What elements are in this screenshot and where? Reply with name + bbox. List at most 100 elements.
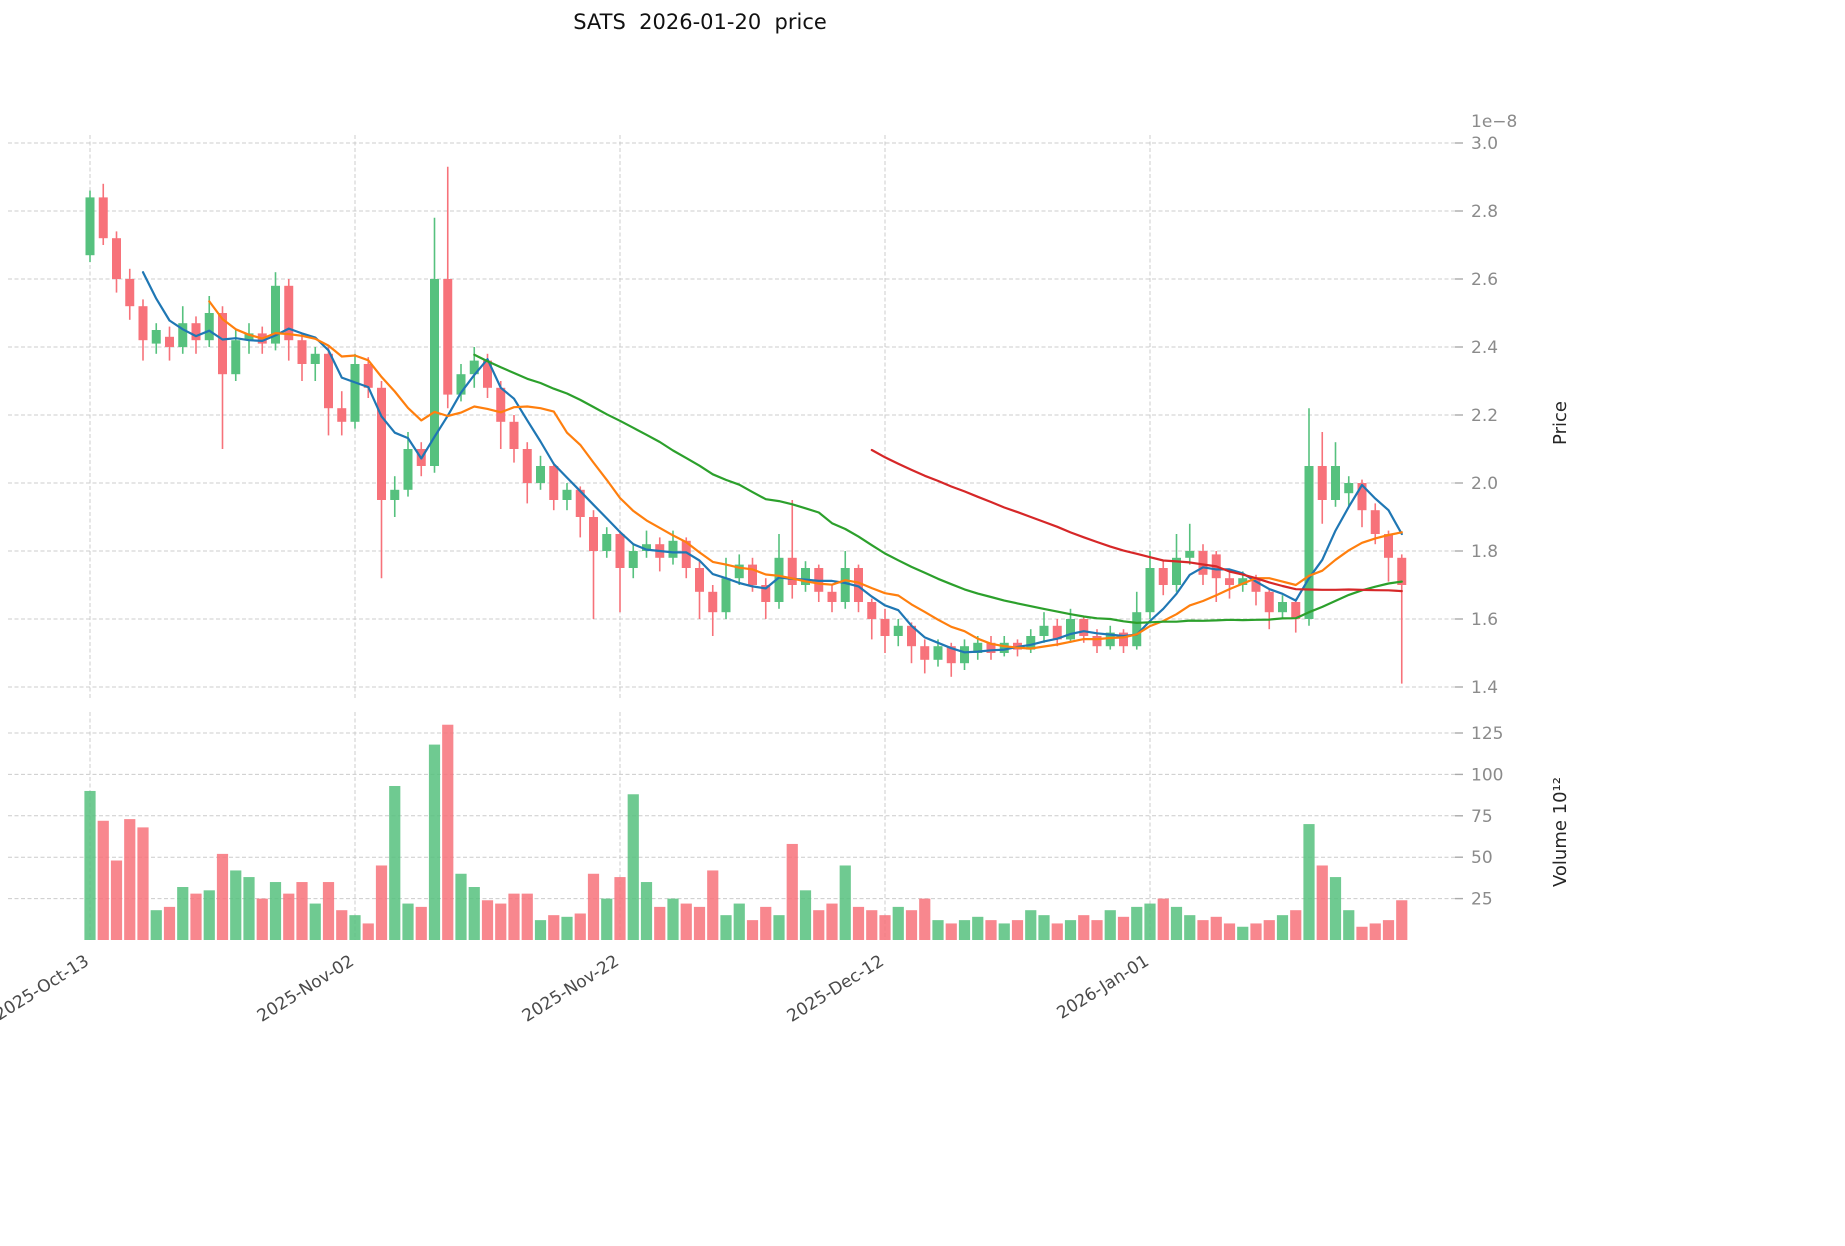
volume-bar [866,910,878,940]
volume-tick-label: 25 [1471,890,1493,910]
candle-body [310,353,320,364]
volume-bar [1356,926,1368,940]
candle-body [1397,557,1407,585]
candle-body [867,602,877,619]
volume-bar [110,860,123,940]
candle-body [960,646,969,664]
volume-bar [998,923,1010,940]
volume-bar [442,724,454,940]
candle-body [1026,636,1036,650]
candle-body [920,646,930,660]
volume-bar [216,853,229,940]
volume-bar [561,916,573,940]
candle-body [589,517,598,551]
volume-bar [945,923,957,940]
volume-bar [826,903,838,940]
volume-bar [1237,926,1249,940]
volume-bar [707,870,719,940]
candle-body [628,551,638,568]
volume-bar [985,920,997,940]
candle-body [761,585,771,602]
candle-body [469,360,479,375]
price-tick-label: 2.4 [1471,338,1498,358]
price-tick-label: 3.0 [1471,134,1498,154]
candle-body [178,323,188,347]
volume-axis-label: Volume 10¹² [1550,777,1571,887]
candle-body [1066,619,1075,640]
volume-bar [654,906,666,940]
x-tick-label: 2025-Oct-13 [0,951,93,1025]
volume-bar [1170,906,1183,940]
volume-bar [1038,915,1050,940]
candle-body [854,568,863,602]
volume-bar [680,903,692,940]
candle-body [151,330,161,344]
volume-bar [1078,915,1090,940]
volume-bar [1011,920,1024,940]
volume-bar [1382,920,1395,940]
volume-bar [1091,920,1103,940]
candle-body [218,313,227,375]
volume-bar [137,827,149,940]
volume-bar [375,865,388,940]
candle-body [98,197,108,239]
volume-bar [230,870,242,940]
candle-body [1158,568,1168,585]
candle-body [1052,625,1062,640]
volume-bar [349,915,361,940]
volume-bar [1144,903,1156,940]
candle-body [430,279,439,466]
candle-body [1238,578,1248,585]
volume-bar [1290,910,1302,940]
candle-body [1039,625,1049,636]
volume-bar [1104,910,1116,940]
candle-body [231,340,241,375]
candle-body [787,557,797,585]
volume-bar [428,744,441,940]
volume-bar [256,898,268,940]
candle-body [1251,578,1261,592]
volume-bar [879,915,891,940]
candle-body [403,449,413,490]
candle-body [1119,632,1128,647]
volume-bar [746,920,759,940]
volume-bar [640,882,653,940]
volume-bar [1303,824,1315,940]
price-tick-label: 1.8 [1471,542,1498,562]
candle-body [191,323,201,341]
volume-bar [1051,923,1063,940]
candle-body [337,408,347,422]
candle-body [85,197,95,256]
volume-bar [283,893,295,940]
price-tick-label: 2.0 [1471,474,1498,494]
candle-body [1370,510,1380,534]
volume-bar [1117,916,1130,940]
volume-bar [773,915,785,940]
candle-body [1331,466,1340,500]
volume-bar [1131,906,1143,940]
candle-body [668,540,678,558]
volume-bar [269,882,282,940]
ma-line-ma30 [473,353,1403,625]
candle-body [999,642,1009,653]
volume-bar [362,923,374,940]
candle-body [840,568,850,602]
candle-body [774,557,784,602]
volume-bar [402,903,414,940]
ma-line-ma5 [141,271,1403,654]
x-tick-label: 2025-Nov-02 [254,951,358,1026]
candle-body [1225,578,1234,585]
volume-bar [548,915,560,940]
chart-title: SATS 2026-01-20 price [573,10,827,34]
candle-body [681,540,691,568]
candle-body [1357,483,1367,511]
volume-bar [1184,915,1196,940]
volume-bar [309,903,321,940]
ma-line-ma60 [870,448,1403,593]
volume-bar [84,790,96,940]
candle-body [350,364,360,422]
volume-bar [786,843,798,940]
candle-body [1145,568,1155,613]
volume-bar [1343,910,1355,940]
